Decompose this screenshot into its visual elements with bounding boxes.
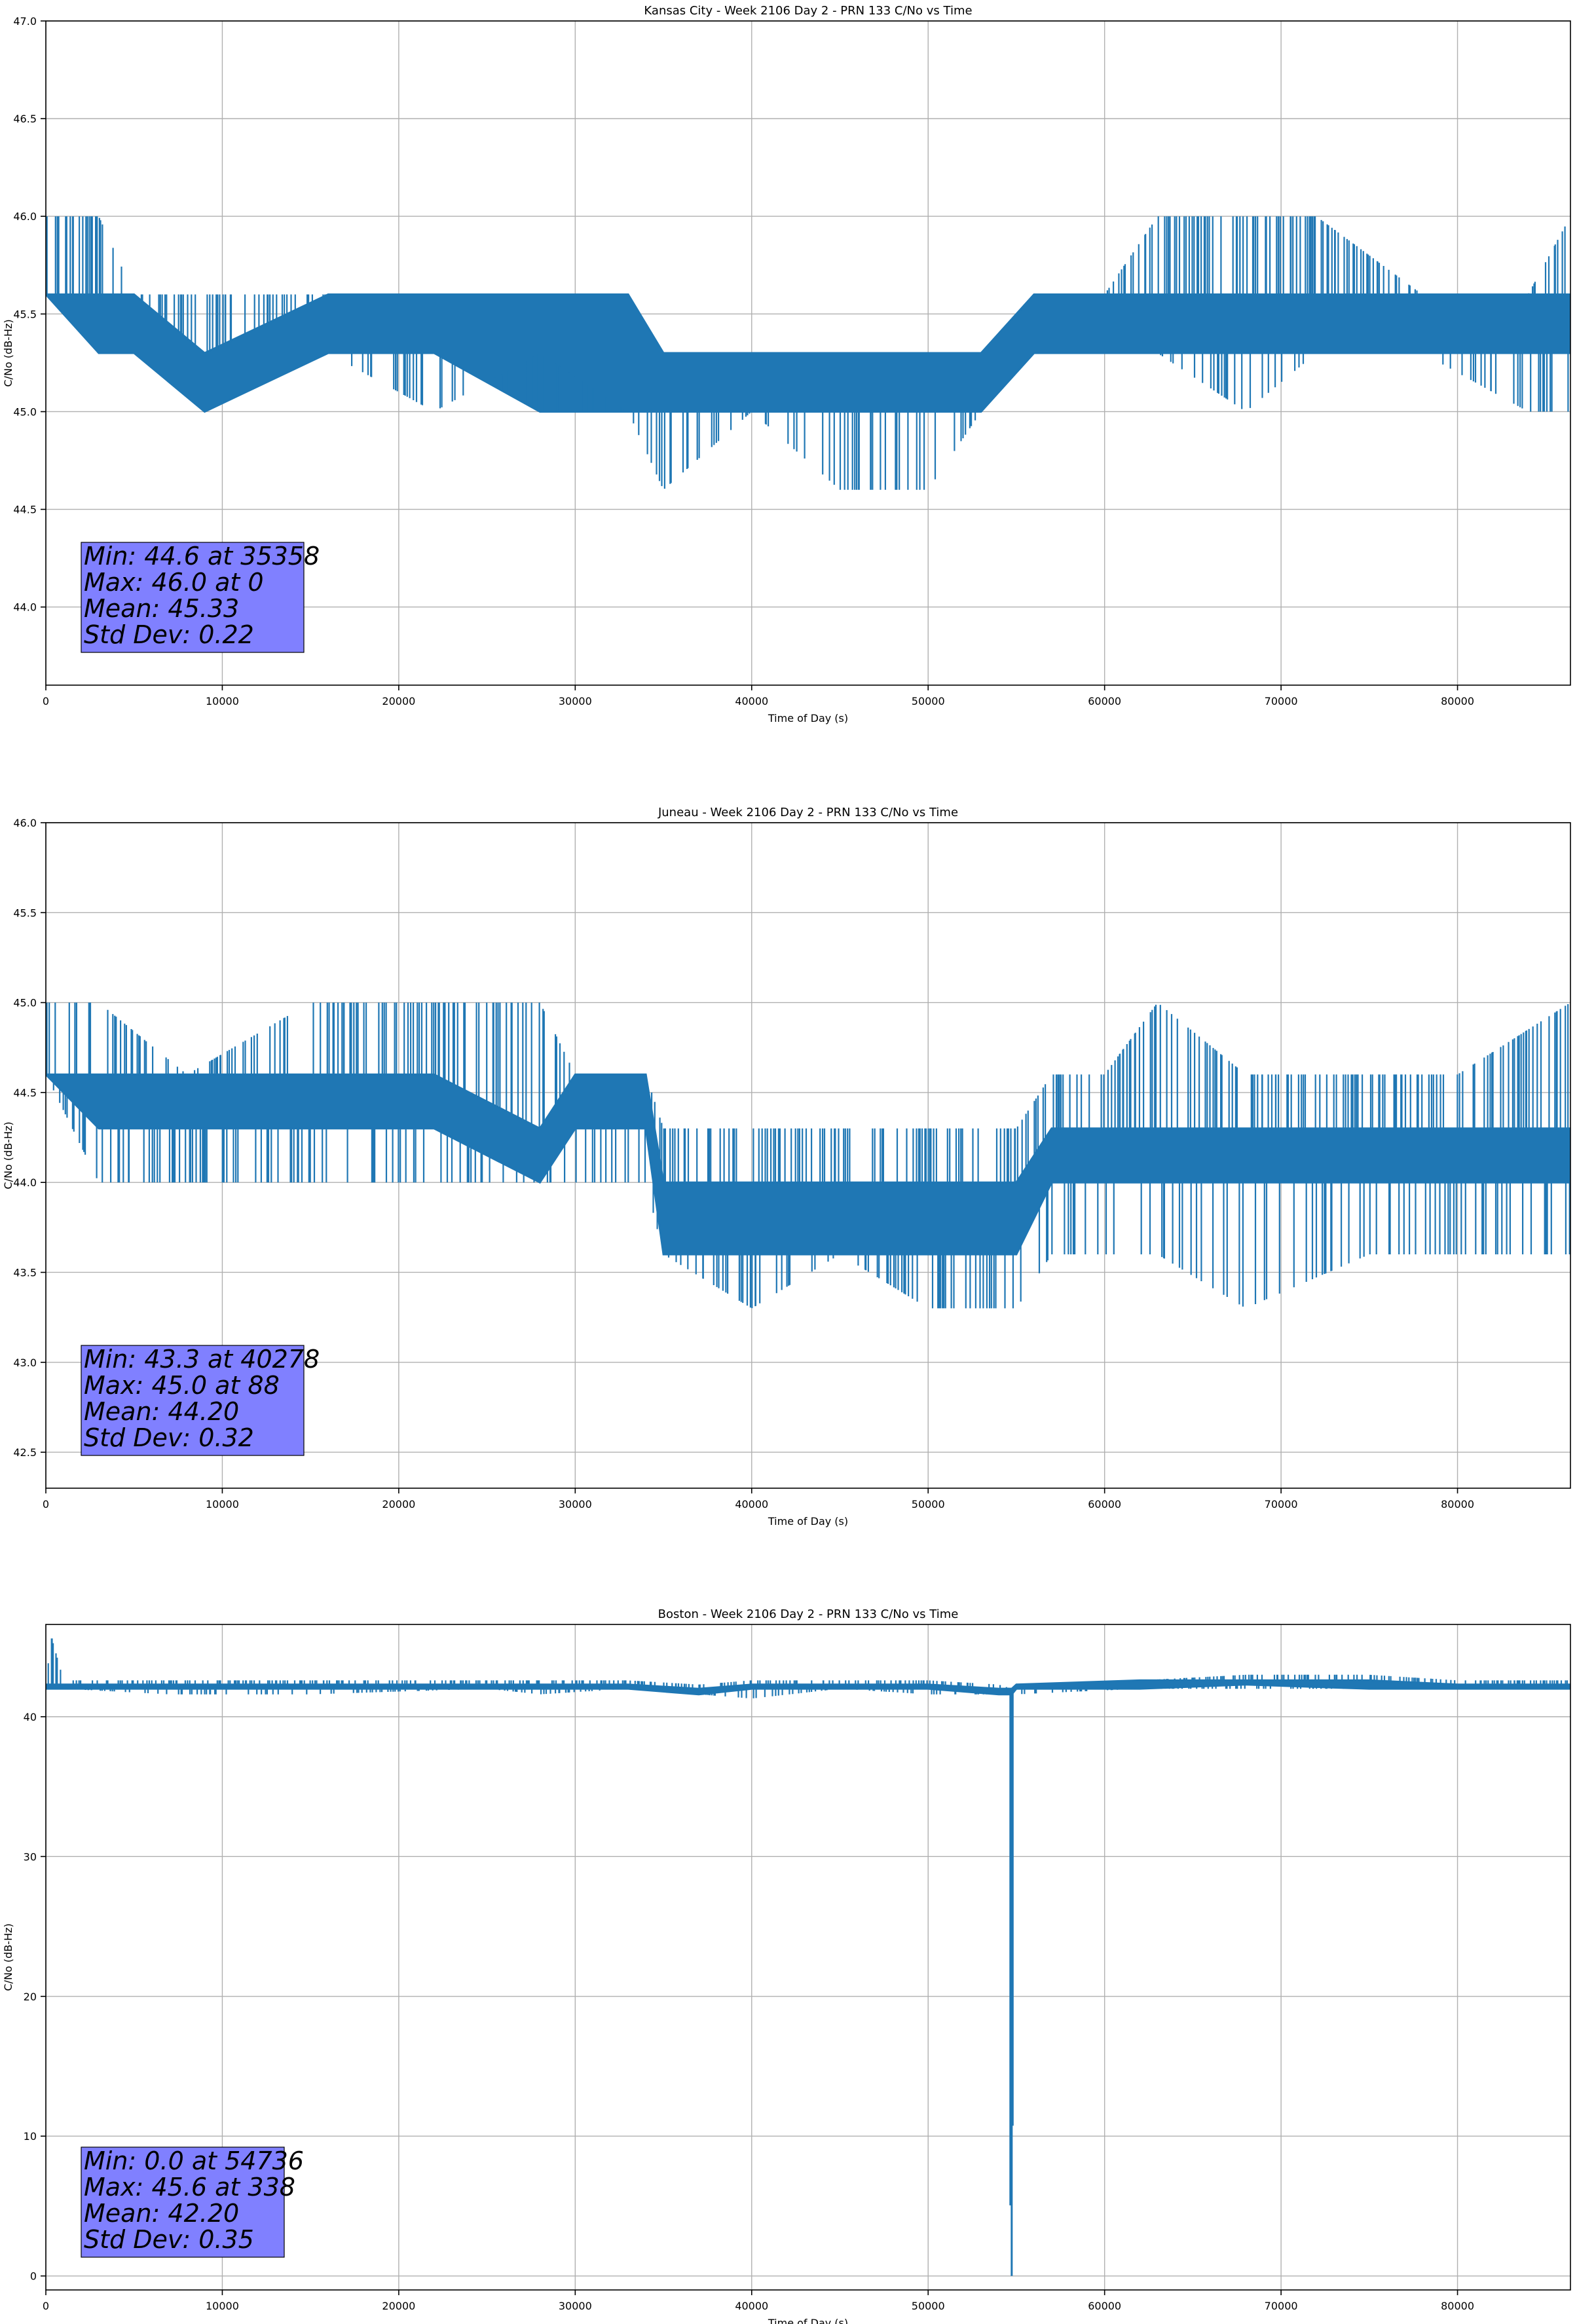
series-spikes — [47, 1638, 1568, 2205]
x-tick-label: 40000 — [735, 2300, 768, 2312]
y-axis-label: C/No (dB-Hz) — [2, 1923, 14, 1991]
y-tick-label: 30 — [24, 1850, 37, 1863]
axes-frame — [45, 822, 1571, 1489]
x-tick-label: 80000 — [1441, 2300, 1474, 2312]
series-trace — [46, 216, 1570, 490]
stats-line: Mean: 44.20 — [84, 1397, 239, 1426]
x-tick-label: 20000 — [382, 1498, 415, 1510]
stats-line: Mean: 45.33 — [84, 594, 239, 623]
stats-box — [81, 542, 305, 653]
x-tick-label: 10000 — [206, 695, 239, 707]
series-band — [46, 293, 1570, 413]
chart-panel-1: 0 10000 20000 30000 40000 50000 60000 70000 8000… — [2, 4, 1571, 724]
series-band — [46, 1073, 1570, 1256]
axes-frame — [45, 20, 1571, 686]
series-trace — [46, 1638, 1570, 2276]
stats-line: Max: 45.6 at 338 — [84, 2173, 295, 2202]
y-tick-label: 43.5 — [13, 1266, 37, 1279]
y-tick-label: 45.0 — [13, 997, 37, 1009]
chart-panel-3: 0 10000 20000 30000 40000 50000 60000 70000 8000… — [2, 1607, 1571, 2324]
y-tick-label: 46.0 — [13, 210, 37, 223]
y-tick-label: 45.0 — [13, 405, 37, 418]
stats-line: Std Dev: 0.32 — [84, 1423, 254, 1452]
chart-title: Juneau - Week 2106 Day 2 - PRN 133 C/No … — [658, 806, 958, 819]
stats-line: Std Dev: 0.35 — [84, 2225, 254, 2254]
x-tick-label: 0 — [43, 695, 49, 707]
x-axis-label: Time of Day (s) — [768, 712, 848, 724]
x-axis-label: Time of Day (s) — [768, 1515, 848, 1527]
y-axis-label: C/No (dB-Hz) — [2, 319, 14, 386]
y-tick-label: 44.5 — [13, 1087, 37, 1099]
y-tick-label: 47.0 — [13, 15, 37, 28]
stats-line: Max: 45.0 at 88 — [84, 1371, 280, 1400]
x-tick-label: 30000 — [559, 1498, 592, 1510]
x-tick-label: 60000 — [1088, 2300, 1121, 2312]
stats-box — [81, 1345, 305, 1456]
y-tick-label: 20 — [24, 1991, 37, 2003]
y-tick-label: 44.0 — [13, 601, 37, 614]
axes-frame — [45, 1624, 1571, 2291]
x-tick-label: 0 — [43, 2300, 49, 2312]
x-tick-label: 30000 — [559, 695, 592, 707]
x-tick-label: 30000 — [559, 2300, 592, 2312]
y-tick-label: 45.5 — [13, 308, 37, 320]
series-band — [46, 1679, 1570, 1696]
x-tick-label: 50000 — [912, 2300, 945, 2312]
x-tick-label: 70000 — [1265, 2300, 1298, 2312]
x-tick-label: 70000 — [1265, 695, 1298, 707]
x-axis-label: Time of Day (s) — [768, 2317, 848, 2324]
y-tick-label: 44.0 — [13, 1176, 37, 1189]
stats-box — [81, 2146, 285, 2258]
x-tick-label: 20000 — [382, 2300, 415, 2312]
y-tick-label: 40 — [24, 1711, 37, 1723]
y-axis-label: C/No (dB-Hz) — [2, 1121, 14, 1189]
stats-line: Min: 44.6 at 35358 — [84, 542, 320, 571]
y-tick-label: 46.0 — [13, 817, 37, 829]
series-spikes — [46, 1002, 1570, 1309]
y-tick-label: 44.5 — [13, 504, 37, 516]
x-tick-label: 50000 — [912, 1498, 945, 1510]
x-tick-label: 20000 — [382, 695, 415, 707]
series-trace — [46, 1002, 1570, 1309]
stats-line: Mean: 42.20 — [84, 2199, 239, 2228]
x-tick-label: 10000 — [206, 1498, 239, 1510]
x-tick-label: 50000 — [912, 695, 945, 707]
y-tick-label: 43.0 — [13, 1357, 37, 1369]
y-tick-label: 42.5 — [13, 1446, 37, 1459]
x-tick-label: 60000 — [1088, 1498, 1121, 1510]
x-tick-label: 80000 — [1441, 695, 1474, 707]
x-tick-label: 10000 — [206, 2300, 239, 2312]
chart-title: Boston - Week 2106 Day 2 - PRN 133 C/No … — [658, 1607, 959, 1621]
y-tick-label: 10 — [24, 2130, 37, 2143]
x-tick-label: 70000 — [1265, 1498, 1298, 1510]
x-tick-label: 0 — [43, 1498, 49, 1510]
x-tick-label: 40000 — [735, 1498, 768, 1510]
stats-line: Min: 43.3 at 40278 — [84, 1345, 320, 1374]
chart-title: Kansas City - Week 2106 Day 2 - PRN 133 … — [644, 4, 972, 18]
y-tick-label: 0 — [30, 2270, 37, 2283]
stats-line: Max: 46.0 at 0 — [84, 568, 264, 597]
stats-line: Std Dev: 0.22 — [84, 620, 254, 649]
x-tick-label: 60000 — [1088, 695, 1121, 707]
x-tick-label: 80000 — [1441, 1498, 1474, 1510]
x-tick-label: 40000 — [735, 695, 768, 707]
y-tick-label: 46.5 — [13, 113, 37, 125]
y-tick-label: 45.5 — [13, 907, 37, 919]
chart-panel-2: 0 10000 20000 30000 40000 50000 60000 70000 8000… — [2, 806, 1571, 1527]
stats-line: Min: 0.0 at 54736 — [84, 2146, 304, 2175]
